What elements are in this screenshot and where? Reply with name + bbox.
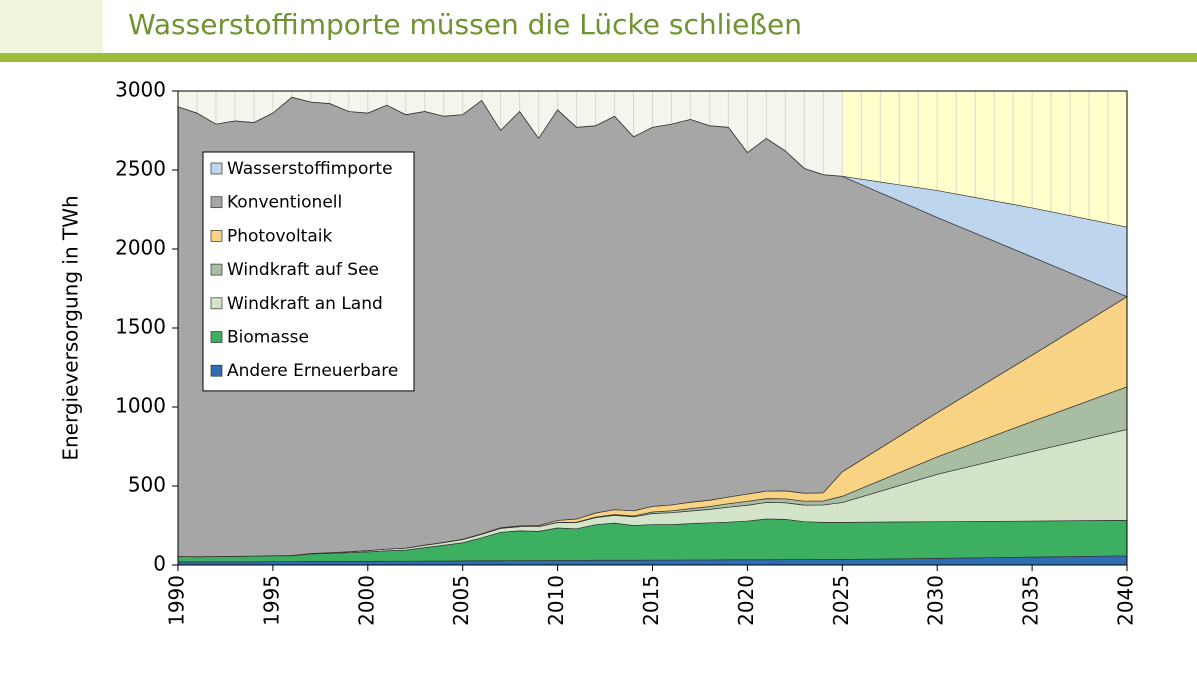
x-tick-label: 2030 xyxy=(924,575,948,626)
legend-swatch xyxy=(210,230,223,242)
legend-label: Andere Erneuerbare xyxy=(227,361,398,381)
y-tick-label: 2000 xyxy=(115,236,166,260)
x-tick-label: 1990 xyxy=(165,575,189,626)
legend-label: Photovoltaik xyxy=(227,226,332,246)
legend-label: Biomasse xyxy=(227,328,309,348)
legend-swatch xyxy=(210,364,223,377)
y-tick-label: 1500 xyxy=(115,315,166,339)
y-tick-label: 500 xyxy=(128,473,166,497)
chart-title: Wasserstoffimporte müssen die Lücke schl… xyxy=(128,8,802,41)
x-tick-label: 1995 xyxy=(259,575,283,626)
legend-swatch xyxy=(210,331,223,343)
y-axis-label: Energieversorgung in TWh xyxy=(59,195,83,460)
legend-swatch xyxy=(210,297,223,310)
x-tick-label: 2000 xyxy=(354,575,378,626)
x-tick-label: 2040 xyxy=(1114,575,1138,626)
legend-swatch xyxy=(210,162,223,175)
y-tick-label: 2500 xyxy=(115,157,166,181)
legend-swatch xyxy=(210,196,223,209)
legend-swatch xyxy=(210,263,223,276)
y-tick-label: 3000 xyxy=(115,78,166,102)
legend-label: Konventionell xyxy=(227,193,342,213)
x-tick-label: 2025 xyxy=(829,575,853,626)
legend-label: Windkraft auf See xyxy=(227,260,379,280)
x-tick-label: 2010 xyxy=(544,575,568,626)
legend-label: Windkraft an Land xyxy=(227,294,383,314)
title-band xyxy=(0,0,103,53)
y-tick-label: 1000 xyxy=(115,394,166,418)
x-tick-label: 2005 xyxy=(449,575,473,626)
legend-label: Wasserstoffimporte xyxy=(227,159,393,179)
x-tick-label: 2015 xyxy=(639,575,663,626)
title-rule xyxy=(0,53,1197,62)
legend-box xyxy=(202,151,415,392)
y-tick-label: 0 xyxy=(153,552,166,576)
x-tick-label: 2035 xyxy=(1019,575,1043,626)
x-tick-label: 2020 xyxy=(734,575,758,626)
